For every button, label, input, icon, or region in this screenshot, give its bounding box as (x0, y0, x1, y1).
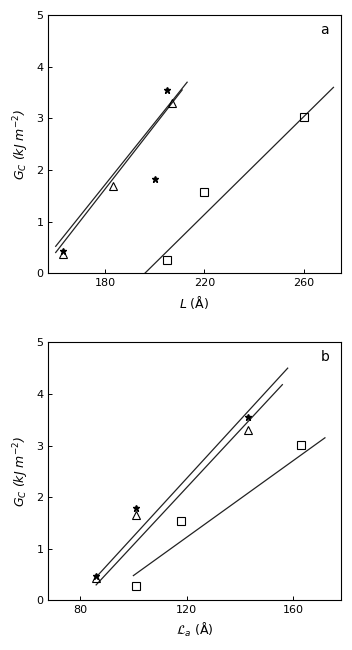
Text: a: a (321, 23, 329, 37)
X-axis label: $\mathcal{L}_a$ (Å): $\mathcal{L}_a$ (Å) (176, 621, 213, 639)
Y-axis label: $G_C$ (kJ m$^{-2}$): $G_C$ (kJ m$^{-2}$) (11, 109, 31, 179)
X-axis label: $L$ (Å): $L$ (Å) (180, 294, 210, 311)
Text: b: b (320, 350, 329, 364)
Y-axis label: $G_C$ (kJ m$^{-2}$): $G_C$ (kJ m$^{-2}$) (11, 436, 31, 507)
